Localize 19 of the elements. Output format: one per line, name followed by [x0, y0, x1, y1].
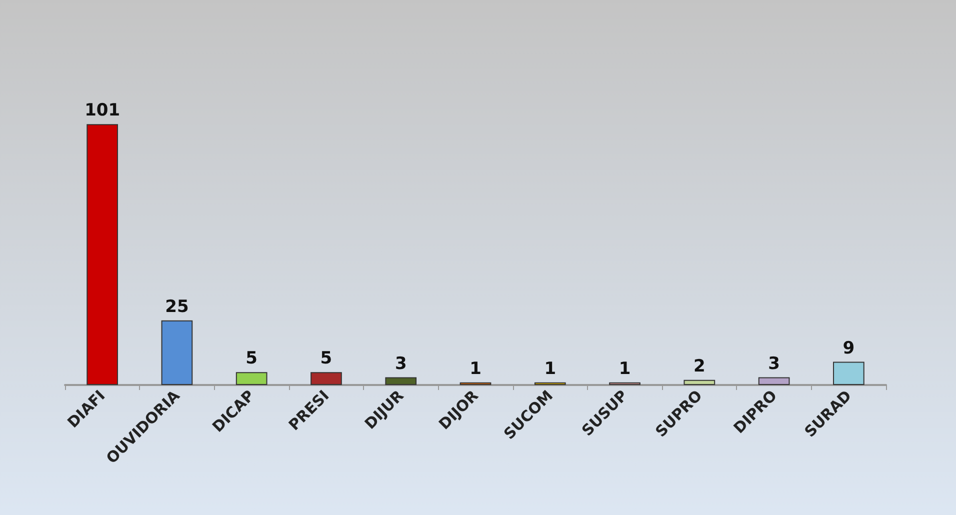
data-label: 2: [693, 356, 706, 376]
bar: [385, 377, 417, 385]
data-label: 5: [246, 348, 258, 369]
bar: [684, 380, 716, 385]
bar: [758, 377, 790, 385]
bar: [833, 362, 864, 385]
data-label: 1: [470, 358, 482, 379]
data-label: 9: [842, 338, 855, 358]
data-label: 5: [320, 348, 332, 369]
data-label: 1: [544, 358, 556, 379]
bar: [86, 124, 118, 385]
data-label: 3: [394, 354, 407, 374]
data-label: 1: [618, 358, 631, 379]
data-label: 3: [768, 354, 780, 374]
data-label: 25: [165, 296, 189, 317]
bar: [161, 320, 193, 385]
data-label: 101: [84, 100, 120, 121]
bar: [310, 372, 342, 385]
bar: [236, 372, 268, 385]
